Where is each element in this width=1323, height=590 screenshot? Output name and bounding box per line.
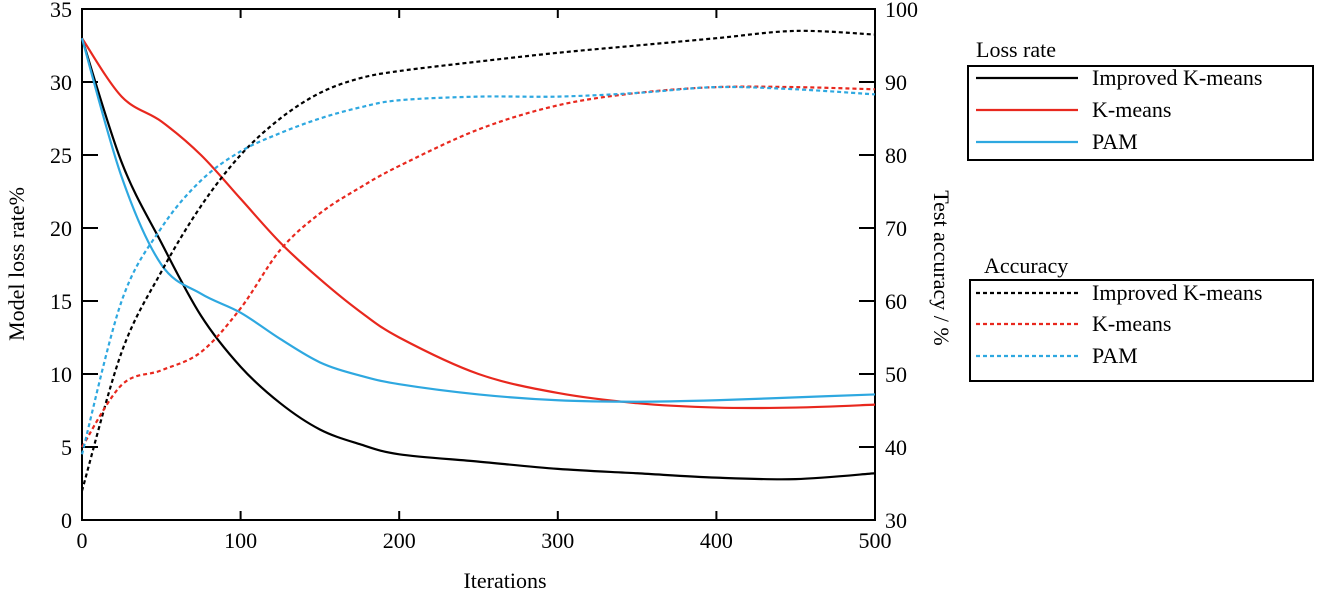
x-axis-ticks: 0 100 200 300 400 500 [77,9,892,553]
legend-accuracy-title: Accuracy [984,253,1068,278]
legend-loss-rate: Loss rate Improved K-means K-means PAM [967,37,1314,161]
y-right-tick-label: 30 [885,508,907,533]
x-tick-label: 400 [700,528,733,553]
y-right-tick-label: 80 [885,143,907,168]
x-tick-label: 300 [541,528,574,553]
legend-entry-label: K-means [1092,97,1171,122]
line-loss-rate-improved-k-means [80,37,876,481]
x-tick-label: 200 [383,528,416,553]
legend-entry-label: Improved K-means [1092,280,1262,305]
legend-entry-label: Improved K-means [1092,65,1262,90]
y-axis-right-ticks: 30 40 50 60 70 80 90 100 [859,0,918,533]
y-left-tick-label: 25 [50,143,72,168]
y-right-tick-label: 40 [885,435,907,460]
x-tick-label: 0 [77,528,88,553]
line-loss-rate-k-means [81,37,876,410]
y-right-tick-label: 70 [885,216,907,241]
legend-accuracy: Accuracy Improved K-means K-means PAM [969,253,1314,382]
y-axis-left-title: Model loss rate% [4,187,29,341]
line-accuracy-improved-k-means [80,29,876,492]
line-accuracy-pam [80,85,876,455]
y-left-tick-label: 15 [50,289,72,314]
legend-loss-title: Loss rate [976,37,1056,62]
x-tick-label: 500 [859,528,892,553]
y-left-tick-label: 35 [50,0,72,22]
y-left-tick-label: 20 [50,216,72,241]
series-lines [80,29,876,492]
y-left-tick-label: 0 [61,508,72,533]
y-axis-right-title: Test accuracy / % [929,190,954,345]
y-right-tick-label: 100 [885,0,918,22]
y-right-tick-label: 50 [885,362,907,387]
legend-entry-label: PAM [1092,343,1138,368]
y-right-tick-label: 60 [885,289,907,314]
y-left-tick-label: 5 [61,435,72,460]
line-loss-rate-pam [80,37,876,403]
y-left-tick-label: 10 [50,362,72,387]
legend-entry-label: K-means [1092,311,1171,336]
x-tick-label: 100 [224,528,257,553]
legend-entry-label: PAM [1092,129,1138,154]
x-axis-title: Iterations [463,568,546,590]
y-axis-left-ticks: 0 5 10 15 20 25 30 35 [50,0,98,533]
y-left-tick-label: 30 [50,70,72,95]
y-right-tick-label: 90 [885,70,907,95]
plot-area [81,8,876,521]
